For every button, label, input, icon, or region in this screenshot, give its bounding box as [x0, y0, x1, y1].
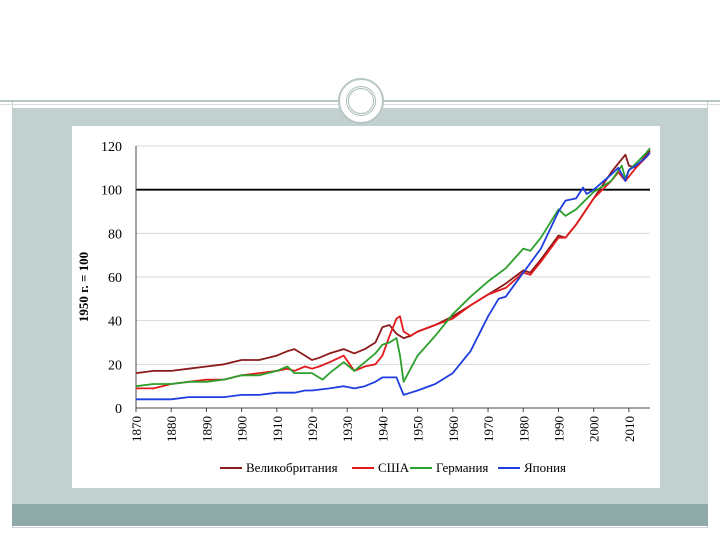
- x-tick-label-1880: 1880: [164, 416, 179, 442]
- slide-footer-bar: [12, 504, 708, 526]
- series-line-2: [135, 147, 651, 388]
- legend-label-3: Япония: [524, 460, 566, 475]
- x-tick-label-1870: 1870: [129, 416, 144, 442]
- x-tick-label-1970: 1970: [481, 416, 496, 442]
- legend-label-0: Великобритания: [246, 460, 338, 475]
- x-tick-label-1900: 1900: [235, 416, 250, 442]
- x-tick-label-1920: 1920: [305, 416, 320, 442]
- x-tick-label-1990: 1990: [551, 416, 566, 442]
- series-layer: [135, 147, 651, 401]
- legend-label-2: Германия: [436, 460, 488, 475]
- y-tick-label-40: 40: [108, 315, 122, 330]
- chart-card: 0 20 40 60 80 100 120 1870 1880 1890 1900 1910 1920 1…: [72, 126, 660, 488]
- x-tick-label-1940: 1940: [375, 416, 390, 442]
- y-tick-label-80: 80: [108, 227, 122, 242]
- y-axis-label: 1950 г. = 100: [76, 252, 91, 322]
- y-tick-label-60: 60: [108, 271, 122, 286]
- x-tick-label-2010: 2010: [622, 416, 637, 442]
- series-line-3: [136, 152, 651, 401]
- x-tick-label-1950: 1950: [411, 416, 426, 442]
- x-tick-label-1980: 1980: [516, 416, 531, 442]
- y-tick-label-20: 20: [108, 358, 122, 373]
- legend-label-1: США: [378, 460, 410, 475]
- legend: Великобритания США Германия Япония: [220, 460, 566, 475]
- y-tick-label-100: 100: [101, 184, 122, 199]
- x-tick-label-1930: 1930: [340, 416, 355, 442]
- y-tick-label-120: 120: [101, 140, 122, 155]
- x-tick-label-2000: 2000: [587, 416, 602, 442]
- axis-layer: 0 20 40 60 80 100 120 1870 1880 1890 1900 1910 1920 1…: [76, 140, 650, 442]
- ornament-circle-icon: [338, 78, 384, 124]
- x-tick-label-1890: 1890: [199, 416, 214, 442]
- y-tick-label-0: 0: [115, 402, 122, 417]
- ornament-inner-ring: [346, 86, 376, 116]
- series-line-1: [136, 152, 651, 390]
- grid-layer: [136, 145, 650, 409]
- gdp-index-chart: 0 20 40 60 80 100 120 1870 1880 1890 1900 1910 1920 1…: [76, 140, 651, 475]
- x-tick-label-1910: 1910: [270, 416, 285, 442]
- x-tick-label-1960: 1960: [446, 416, 461, 442]
